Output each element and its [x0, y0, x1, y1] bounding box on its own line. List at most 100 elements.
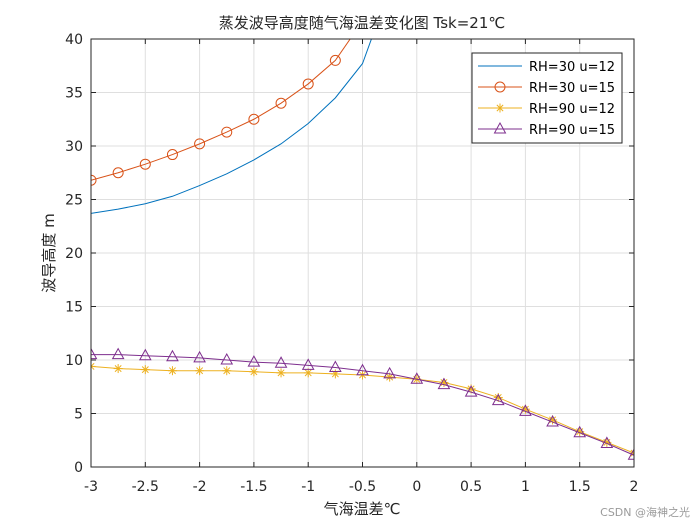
series-4 — [91, 347, 634, 460]
asterisk-stroke — [630, 449, 634, 454]
data-point — [91, 347, 98, 360]
data-point — [113, 364, 123, 374]
asterisk-stroke — [549, 416, 557, 424]
legend-label: RH=30 u=12 — [529, 60, 615, 75]
x-tick-label: 0.5 — [460, 479, 482, 495]
x-tick-label: 2 — [630, 479, 639, 495]
data-point — [195, 366, 205, 376]
data-point — [139, 158, 151, 170]
x-tick-label: -2 — [193, 479, 207, 495]
data-point — [464, 385, 478, 397]
x-tick-label: -3 — [84, 479, 98, 495]
data-point — [167, 366, 177, 376]
asterisk-stroke — [91, 362, 95, 368]
asterisk-stroke — [114, 365, 122, 373]
data-point — [194, 138, 206, 150]
asterisk-stroke — [521, 405, 529, 413]
y-tick-label: 25 — [65, 193, 83, 209]
series-layer — [91, 39, 634, 460]
data-point — [356, 363, 369, 376]
x-axis-label: 气海温差℃ — [324, 500, 401, 518]
asterisk-stroke — [496, 104, 504, 112]
y-tick-label: 10 — [65, 353, 83, 369]
data-point — [383, 366, 396, 379]
data-point — [410, 372, 424, 384]
data-point — [491, 393, 505, 406]
asterisk-stroke — [168, 367, 176, 375]
data-point — [437, 377, 451, 390]
series-line — [91, 39, 372, 214]
series-1 — [91, 39, 372, 214]
x-tick-label: -1 — [301, 479, 315, 495]
data-point — [329, 360, 342, 372]
legend-label: RH=90 u=15 — [529, 123, 615, 138]
data-point — [220, 352, 234, 365]
data-point — [111, 347, 125, 360]
data-point — [91, 174, 97, 186]
legend-label: RH=30 u=15 — [529, 81, 615, 96]
asterisk-stroke — [250, 368, 258, 376]
asterisk-stroke — [304, 369, 312, 377]
data-point — [247, 355, 261, 367]
data-point — [249, 367, 259, 377]
data-point — [330, 369, 340, 379]
data-point — [546, 415, 559, 427]
y-axis-label: 波导高度 m — [40, 213, 58, 292]
asterisk-stroke — [630, 452, 634, 457]
x-tick-label: -2.5 — [132, 479, 159, 495]
data-point — [140, 365, 150, 375]
x-tick-label: 1 — [521, 479, 530, 495]
y-tick-label: 35 — [65, 86, 83, 102]
legend-item: RH=90 u=12 — [478, 102, 615, 117]
data-point — [193, 350, 206, 363]
asterisk-stroke — [223, 367, 231, 375]
data-point — [276, 368, 286, 378]
data-point — [301, 358, 315, 370]
data-point — [222, 366, 232, 376]
legend-item: RH=30 u=12 — [478, 60, 615, 75]
x-tick-label: -1.5 — [240, 479, 267, 495]
y-tick-label: 15 — [65, 300, 83, 316]
data-point — [166, 149, 178, 161]
data-point — [629, 448, 634, 458]
legend-marker — [493, 121, 507, 134]
asterisk-stroke — [277, 369, 285, 377]
axis-ticks: -3 -2.5 -2 -1.5 -1 -0.5 0 0.5 1 1.5 20510152025303… — [65, 32, 638, 495]
y-tick-label: 5 — [74, 407, 83, 423]
x-tick-label: 0 — [412, 479, 421, 495]
legend-marker — [495, 103, 505, 113]
asterisk-stroke — [196, 367, 204, 375]
y-tick-label: 30 — [65, 139, 83, 155]
x-tick-label: 1.5 — [569, 479, 591, 495]
data-point — [627, 448, 634, 460]
y-tick-label: 0 — [74, 460, 83, 476]
data-point — [573, 425, 587, 438]
data-point — [166, 349, 179, 362]
data-point — [274, 356, 288, 368]
data-point — [248, 113, 260, 125]
asterisk-stroke — [91, 365, 95, 370]
y-tick-label: 40 — [65, 32, 83, 48]
series-2 — [91, 39, 351, 186]
series-line — [91, 354, 634, 456]
y-tick-label: 20 — [65, 246, 83, 262]
legend-marker — [494, 81, 506, 93]
data-point — [302, 78, 314, 90]
asterisk-stroke — [467, 385, 475, 393]
data-point — [91, 361, 96, 371]
data-point — [600, 436, 614, 448]
x-tick-label: -0.5 — [349, 479, 376, 495]
data-point — [519, 404, 532, 416]
legend-item: RH=30 u=15 — [478, 81, 615, 96]
chart-title: 蒸发波导高度随气海温差变化图 Tsk=21℃ — [219, 14, 505, 32]
watermark: CSDN @海神之光 — [600, 505, 690, 519]
data-point — [329, 54, 341, 66]
data-point — [275, 97, 287, 109]
legend: RH=30 u=12 RH=30 u=15 RH=90 u=12 RH=90 u=15 — [471, 52, 623, 144]
data-point — [221, 126, 233, 138]
data-point — [112, 167, 124, 179]
legend-label: RH=90 u=12 — [529, 102, 615, 117]
data-point — [138, 348, 152, 361]
legend-item: RH=90 u=15 — [478, 121, 615, 138]
